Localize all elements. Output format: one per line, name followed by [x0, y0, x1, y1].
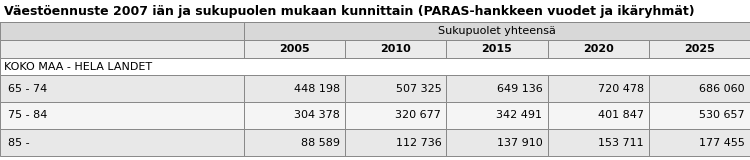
Text: 2025: 2025	[684, 44, 715, 54]
Bar	[548, 102, 649, 129]
Text: 507 325: 507 325	[395, 84, 441, 93]
Bar	[0, 22, 244, 40]
Bar	[345, 129, 446, 156]
Text: 65 - 74: 65 - 74	[8, 84, 47, 93]
Bar	[244, 40, 345, 58]
Text: 137 910: 137 910	[496, 137, 542, 148]
Bar	[548, 40, 649, 58]
Bar	[649, 75, 750, 102]
Bar	[0, 40, 244, 58]
Text: 75 - 84: 75 - 84	[8, 111, 47, 120]
Text: 304 378: 304 378	[294, 111, 340, 120]
Text: 448 198: 448 198	[294, 84, 340, 93]
Text: 85 -: 85 -	[8, 137, 30, 148]
Bar	[649, 40, 750, 58]
Bar	[446, 75, 548, 102]
Text: Väestöennuste 2007 iän ja sukupuolen mukaan kunnittain (PARAS-hankkeen vuodet ja: Väestöennuste 2007 iän ja sukupuolen muk…	[4, 4, 694, 17]
Text: 401 847: 401 847	[598, 111, 644, 120]
Text: 320 677: 320 677	[395, 111, 441, 120]
Bar	[0, 0, 750, 22]
Text: 2020: 2020	[583, 44, 614, 54]
Text: 2005: 2005	[279, 44, 310, 54]
Text: 88 589: 88 589	[301, 137, 340, 148]
Text: 530 657: 530 657	[699, 111, 745, 120]
Text: 2010: 2010	[380, 44, 411, 54]
Text: 177 455: 177 455	[699, 137, 745, 148]
Text: 720 478: 720 478	[598, 84, 644, 93]
Bar	[244, 75, 345, 102]
Text: 649 136: 649 136	[496, 84, 542, 93]
Text: 112 736: 112 736	[395, 137, 441, 148]
Text: 2015: 2015	[482, 44, 512, 54]
Bar	[548, 75, 649, 102]
Bar	[446, 40, 548, 58]
Bar	[446, 129, 548, 156]
Bar	[244, 22, 750, 40]
Bar	[0, 102, 244, 129]
Bar	[649, 102, 750, 129]
Bar	[345, 102, 446, 129]
Bar	[649, 129, 750, 156]
Bar	[345, 40, 446, 58]
Text: 686 060: 686 060	[699, 84, 745, 93]
Text: Sukupuolet yhteensä: Sukupuolet yhteensä	[438, 26, 556, 36]
Bar	[244, 102, 345, 129]
Text: 342 491: 342 491	[496, 111, 542, 120]
Text: 153 711: 153 711	[598, 137, 644, 148]
Bar	[446, 102, 548, 129]
Bar	[345, 75, 446, 102]
Bar	[0, 129, 244, 156]
Bar	[0, 75, 244, 102]
Text: KOKO MAA - HELA LANDET: KOKO MAA - HELA LANDET	[4, 61, 152, 72]
Bar	[548, 129, 649, 156]
Bar	[0, 58, 750, 75]
Bar	[244, 129, 345, 156]
